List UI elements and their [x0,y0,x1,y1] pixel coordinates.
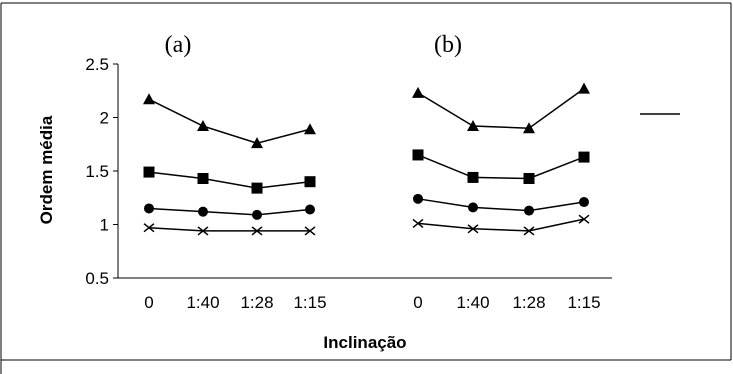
series-line-square [148,171,311,189]
data-point-triangle [523,122,535,134]
data-point-triangle [304,123,316,135]
data-point-square [251,182,263,194]
y-tick-label: 1.5 [85,162,109,181]
x-tick-label: 1:15 [567,293,600,312]
data-point-square [412,149,424,161]
data-point-circle [305,204,315,215]
data-point-square [578,151,590,163]
x-tick-label: 1:28 [512,293,545,312]
series-line-triangle [148,98,311,144]
panel-2: (b) [412,32,590,236]
series-line-x [417,218,585,232]
data-point-triangle [578,82,590,94]
x-tick-label: 1:40 [456,293,489,312]
series-line-triangle [417,88,585,129]
data-point-circle [579,197,589,208]
y-tick-label: 0.5 [85,269,109,288]
data-point-x [523,226,535,236]
panel-1: (a) [143,32,316,236]
x-tick-label: 1:40 [186,293,219,312]
axes [117,64,612,279]
x-tick-label: 1:28 [240,293,273,312]
series-line-x [148,226,310,232]
data-point-circle [198,206,208,217]
y-axis-label: Ordem média [37,115,56,224]
y-tick-label: 1 [100,216,109,235]
data-point-triangle [143,93,155,105]
ticks: 0.5 1 1.5 2 2.5 0 1:40 1:28 1:15 0 1:40 1:28 1:15 [85,55,600,312]
data-point-circle [468,202,478,213]
x-tick-label: 0 [413,293,422,312]
data-point-triangle [412,86,424,98]
x-tick-label: 1:15 [293,293,326,312]
data-point-x [197,226,209,236]
data-point-triangle [197,120,209,132]
data-point-square [197,172,209,184]
x-tick-label: 0 [144,293,153,312]
data-point-x [251,226,263,236]
data-point-x [304,226,316,236]
data-point-square [304,176,316,188]
panel-label: (a) [165,32,192,58]
panels: (a) (b) [143,32,590,236]
data-point-square [523,172,535,184]
data-point-circle [252,209,262,220]
y-tick-label: 2.5 [85,55,109,74]
data-point-circle [524,205,534,216]
data-point-triangle [251,137,263,149]
y-tick-label: 2 [100,109,109,128]
data-point-circle [413,193,423,204]
data-point-x [143,223,155,233]
data-point-circle [144,203,154,214]
data-point-x [412,218,424,229]
data-point-square [467,171,479,183]
series-line-square [417,154,585,180]
data-point-triangle [467,120,479,132]
data-point-x [578,214,590,224]
series-line-circle [148,207,311,216]
data-point-x [467,224,479,234]
panel-label: (b) [434,32,462,58]
data-point-square [143,166,155,178]
x-axis-label: Inclinação [323,333,406,352]
series-line-circle [417,198,585,212]
